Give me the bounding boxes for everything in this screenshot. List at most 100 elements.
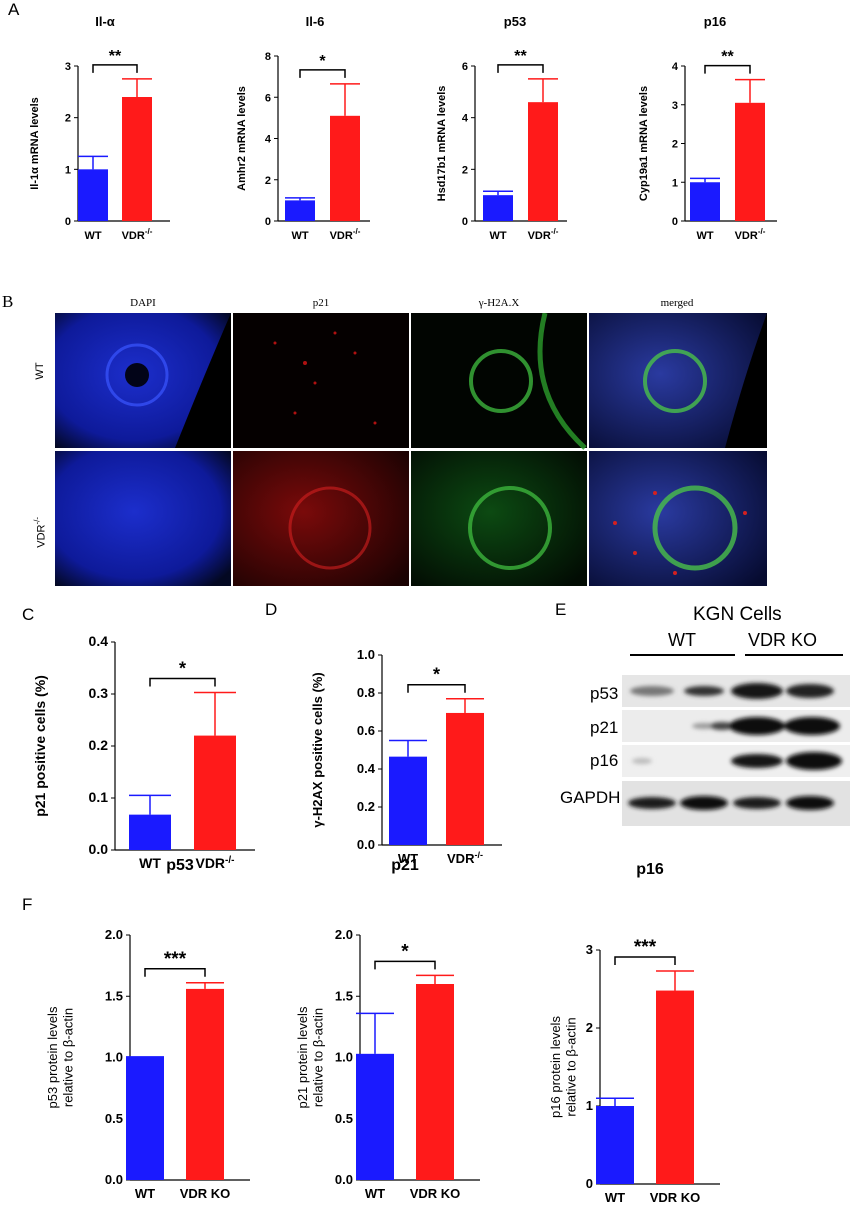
bar-vdr: [528, 102, 558, 221]
y-tick-label: 1.0: [335, 1050, 353, 1065]
band-label-p53: p53: [590, 684, 619, 703]
band-label-gapdh: GAPDH: [560, 788, 621, 807]
y-tick-label: 6: [265, 92, 271, 104]
y-tick-label: 2: [462, 164, 468, 176]
y-tick-label: 0.0: [357, 837, 375, 852]
bar-wt: [356, 1053, 394, 1180]
col-header-p21: p21: [312, 297, 330, 309]
bar-wt: [389, 756, 427, 845]
x-tick-label: VDR KO: [650, 1190, 701, 1205]
y-tick-label: 0.2: [357, 799, 375, 814]
bar-vdr: [122, 97, 152, 221]
y-tick-label: 0.1: [89, 789, 109, 805]
y-tick-label: 1: [672, 177, 678, 189]
y-axis-label: p21 protein levelsrelative to β-actin: [295, 1006, 326, 1108]
y-tick-label: 2: [586, 1020, 593, 1035]
panel-label-a: A: [8, 0, 20, 19]
chart-p16-protein: p16 0 1 2 3 p16 protein levelsrelative to β-a…: [548, 861, 720, 1205]
chart-title: p16: [704, 14, 726, 29]
chart-p16-mrna: p16 0 1 2 3 4 Cyp19a1 mRNA levels WT VDR-/- **: [638, 14, 777, 242]
panel-label-d: D: [265, 600, 278, 619]
y-tick-label: 0: [65, 216, 71, 228]
significance-stars: **: [109, 48, 122, 65]
y-tick-label: 1.5: [105, 988, 123, 1003]
y-tick-label: 6: [462, 61, 468, 73]
x-tick-label: VDR-/-: [735, 227, 766, 242]
panel-label-c: C: [22, 605, 35, 624]
chart-title: p21: [391, 857, 419, 874]
chart-h2ax-positive: 0.0 0.2 0.4 0.6 0.8 1.0 γ-H2AX positive cells …: [310, 647, 502, 866]
kgn-title: KGN Cells: [693, 604, 782, 625]
wt-underline: [630, 654, 735, 656]
y-tick-label: 4: [672, 61, 679, 73]
y-tick-label: 0: [462, 216, 468, 228]
microscopy-grid: [55, 313, 767, 586]
y-tick-label: 1: [65, 164, 71, 176]
y-tick-label: 2.0: [105, 927, 123, 942]
y-tick-label: 0.4: [89, 633, 109, 649]
col-header-h2ax: γ-H2A.X: [478, 297, 520, 309]
image-vdr-p21: [233, 451, 409, 586]
chart-title: p53: [504, 14, 526, 29]
y-axis-label: Hsd17b1 mRNA levels: [436, 86, 448, 202]
y-tick-label: 2: [265, 175, 271, 187]
y-tick-label: 3: [586, 942, 593, 957]
y-tick-label: 3: [65, 61, 71, 73]
bar-vdr: [735, 102, 765, 221]
chart-title: p53: [166, 857, 194, 874]
bar-wt: [690, 182, 720, 221]
y-tick-label: 4: [462, 113, 469, 125]
x-tick-label: VDR-/-: [195, 855, 234, 871]
x-tick-label: WT: [365, 1186, 385, 1201]
bar-wt: [596, 1106, 634, 1184]
image-wt-h2ax: [411, 313, 587, 448]
significance-stars: *: [319, 53, 326, 70]
bar-vdr: [194, 735, 236, 850]
y-axis-label: Cyp19a1 mRNA levels: [638, 86, 650, 201]
significance-bracket: [614, 956, 676, 966]
bar-vdrko: [656, 990, 694, 1184]
chart-title: p16: [636, 861, 664, 878]
image-vdr-h2ax: [411, 451, 587, 586]
y-tick-label: 1: [586, 1098, 593, 1113]
y-tick-label: 4: [265, 134, 272, 146]
y-tick-label: 1.0: [357, 647, 375, 662]
significance-bracket: [374, 960, 436, 970]
x-tick-label: VDR-/-: [528, 227, 559, 242]
group-wt: WT: [668, 630, 696, 650]
y-tick-label: 3: [672, 100, 678, 112]
panel-label-f: F: [22, 895, 33, 914]
band-label-p21: p21: [590, 718, 619, 737]
y-tick-label: 0: [586, 1176, 593, 1191]
y-tick-label: 0: [672, 216, 678, 228]
y-tick-label: 0.5: [105, 1111, 123, 1126]
y-tick-label: 1.5: [335, 988, 353, 1003]
x-tick-label: VDR-/-: [447, 850, 483, 866]
y-tick-label: 2: [65, 113, 71, 125]
bar-vdr: [330, 115, 360, 221]
image-vdr-dapi: [55, 451, 231, 586]
significance-bracket: [299, 69, 346, 78]
col-header-dapi: DAPI: [130, 297, 156, 309]
significance-stars: ***: [164, 949, 187, 970]
significance-stars: ***: [634, 937, 657, 958]
y-tick-label: 0.3: [89, 685, 109, 701]
chart-title: Il-6: [306, 14, 325, 29]
col-header-merged: merged: [660, 297, 694, 309]
significance-stars: **: [514, 48, 527, 65]
image-wt-p21: [233, 313, 409, 448]
bar-vdr: [446, 712, 484, 845]
significance-stars: *: [433, 665, 440, 685]
significance-bracket: [149, 677, 216, 687]
x-tick-label: VDR KO: [410, 1186, 461, 1201]
significance-bracket: [497, 64, 544, 73]
significance-stars: *: [179, 658, 186, 678]
band-label-p16: p16: [590, 751, 619, 770]
bar-vdrko: [416, 984, 454, 1180]
bar-wt: [126, 1057, 164, 1180]
y-tick-label: 0: [265, 216, 271, 228]
y-tick-label: 0.5: [335, 1111, 353, 1126]
bar-wt: [285, 200, 315, 221]
group-vdr-ko: VDR KO: [748, 630, 818, 650]
bar-vdrko: [186, 988, 224, 1180]
